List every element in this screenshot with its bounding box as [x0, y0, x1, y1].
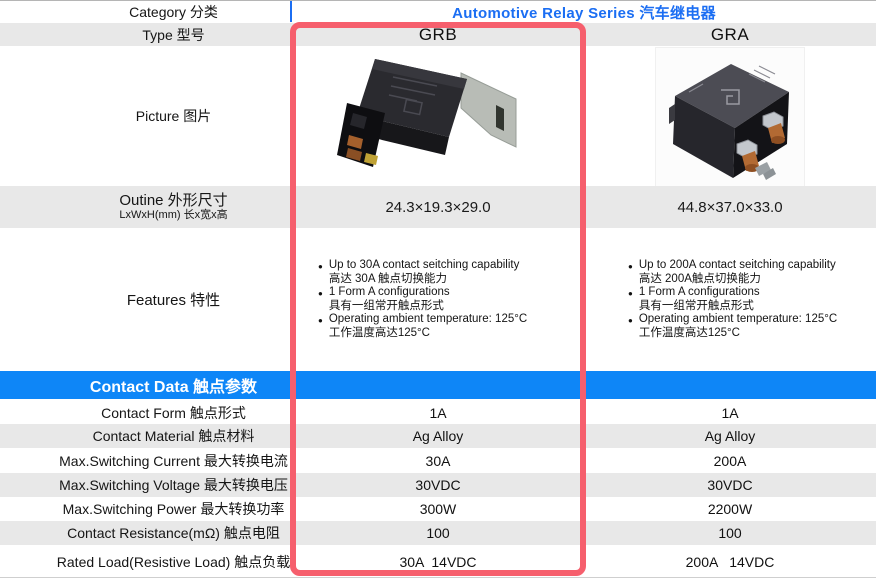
model-name-grb-cell: GRB	[292, 23, 584, 46]
feature-en: Operating ambient temperature: 125°C	[328, 313, 528, 325]
param-label: Rated Load(Resistive Load) 触点负载	[0, 545, 292, 577]
feature-zh: 具有一组常开触点形式	[328, 299, 444, 312]
series-title-cell: Automotive Relay Series 汽车继电器	[292, 1, 876, 23]
param-label: Max.Switching Current 最大转换电流	[0, 448, 292, 473]
gra-feature-list: ● Up to 200A contact seitching capabilit…	[628, 259, 837, 340]
feature-en: 1 Form A configurations	[638, 286, 760, 298]
param-value-gra: 30VDC	[584, 473, 876, 497]
feature-item: ● Up to 30A contact seitching capability…	[318, 259, 527, 286]
model-name-grb: GRB	[418, 24, 458, 44]
feature-en: Operating ambient temperature: 125°C	[638, 313, 838, 325]
param-value-grb: Ag Alloy	[292, 424, 584, 448]
bullet-icon: ●	[628, 261, 633, 271]
param-value-gra: 2200W	[584, 497, 876, 521]
model-name-gra-cell: GRA	[584, 23, 876, 46]
feature-en: 1 Form A configurations	[328, 286, 450, 298]
contact-data-section-title: Contact Data 触点参数	[89, 379, 258, 396]
feature-item: ● 1 Form A configurations 具有一组常开触点形式	[318, 286, 527, 313]
param-value-gra: 100	[584, 521, 876, 545]
param-value-grb: 30A	[292, 448, 584, 473]
model-name-gra: GRA	[710, 24, 750, 44]
param-value-gra: 1A	[584, 401, 876, 424]
category-cell-blue-border	[290, 1, 292, 22]
feature-en: Up to 30A contact seitching capability	[328, 259, 520, 271]
param-label: Max.Switching Power 最大转换功率	[0, 497, 292, 521]
param-value-grb: 30VDC	[292, 473, 584, 497]
grb-dimensions: 24.3×19.3×29.0	[385, 198, 491, 216]
gra-dimensions-cell: 44.8×37.0×33.0	[584, 186, 876, 228]
category-row-label: Category 分类	[0, 1, 292, 23]
grb-feature-list: ● Up to 30A contact seitching capability…	[318, 259, 527, 340]
feature-item: ● Operating ambient temperature: 125°C 工…	[628, 313, 837, 340]
gra-relay-image	[669, 64, 789, 180]
gra-dimensions: 44.8×37.0×33.0	[677, 198, 783, 216]
feature-zh: 高达 200A触点切换能力	[638, 272, 761, 285]
grb-picture-cell	[292, 46, 584, 186]
grb-dimensions-cell: 24.3×19.3×29.0	[292, 186, 584, 228]
feature-item: ● Operating ambient temperature: 125°C 工…	[318, 313, 527, 340]
param-value-gra: Ag Alloy	[584, 424, 876, 448]
gra-picture-cell	[584, 46, 876, 186]
bullet-icon: ●	[628, 288, 633, 298]
type-row-label: Type 型号	[0, 23, 292, 46]
series-title: Automotive Relay Series 汽车继电器	[452, 4, 716, 22]
outline-label-sub: LxWxH(mm) 长x宽x高	[119, 209, 228, 222]
param-value-grb: 100	[292, 521, 584, 545]
picture-row-label: Picture 图片	[0, 46, 292, 186]
bullet-icon: ●	[318, 288, 323, 298]
param-value-gra: 200A	[584, 448, 876, 473]
param-label: Max.Switching Voltage 最大转换电压	[0, 473, 292, 497]
feature-item: ● Up to 200A contact seitching capabilit…	[628, 259, 837, 286]
grb-features-cell: ● Up to 30A contact seitching capability…	[292, 228, 584, 371]
param-label: Contact Resistance(mΩ) 触点电阻	[0, 521, 292, 545]
bullet-icon: ●	[318, 261, 323, 271]
gra-features-cell: ● Up to 200A contact seitching capabilit…	[584, 228, 876, 371]
feature-item: ● 1 Form A configurations 具有一组常开触点形式	[628, 286, 837, 313]
feature-zh: 工作温度高达125°C	[328, 326, 430, 339]
param-label: Contact Form 触点形式	[0, 401, 292, 424]
param-value-grb: 30A 14VDC	[292, 545, 584, 577]
grb-relay-image	[337, 59, 517, 167]
contact-data-section-bar: Contact Data 触点参数	[0, 371, 876, 401]
feature-zh: 高达 30A 触点切换能力	[328, 272, 448, 285]
features-row-label: Features 特性	[0, 228, 292, 371]
param-value-grb: 300W	[292, 497, 584, 521]
outline-row-label: Outine 外形尺寸 LxWxH(mm) 长x宽x高	[0, 186, 292, 228]
bullet-icon: ●	[628, 315, 633, 325]
feature-zh: 工作温度高达125°C	[638, 326, 740, 339]
param-label: Contact Material 触点材料	[0, 424, 292, 448]
param-value-grb: 1A	[292, 401, 584, 424]
bullet-icon: ●	[318, 315, 323, 325]
feature-zh: 具有一组常开触点形式	[638, 299, 754, 312]
param-value-gra: 200A 14VDC	[584, 545, 876, 577]
feature-en: Up to 200A contact seitching capability	[638, 259, 836, 271]
outline-label-main: Outine 外形尺寸	[119, 192, 228, 210]
